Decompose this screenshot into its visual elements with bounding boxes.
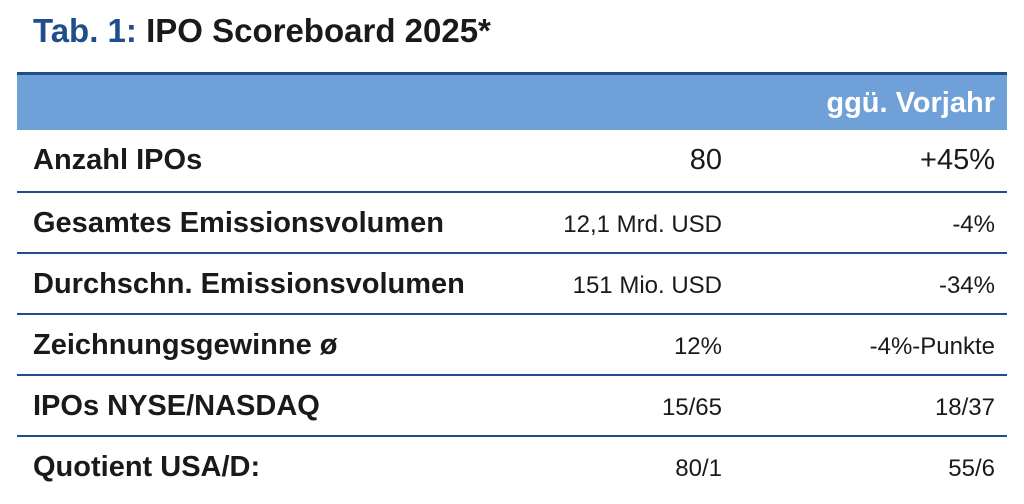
row-change: 55/6 xyxy=(948,455,995,482)
row-value: 12% xyxy=(673,333,722,360)
row-label: Anzahl IPOs xyxy=(33,144,203,176)
row-change: -4% xyxy=(952,211,995,238)
column-header: ggü. Vorjahr xyxy=(826,87,995,119)
row-value: 151 Mio. USD xyxy=(572,272,722,299)
title-label: Tab. 1: xyxy=(33,12,137,49)
row-value: 80 xyxy=(689,144,722,176)
row-label: Gesamtes Emissionsvolumen xyxy=(33,207,444,239)
row-label: Zeichnungsgewinne ø xyxy=(33,329,338,361)
table-row: Gesamtes Emissionsvolumen 12,1 Mrd. USD -4… xyxy=(17,191,1007,252)
header-band: ggü. Vorjahr xyxy=(17,72,1007,130)
row-label: Durchschn. Emissionsvolumen xyxy=(33,268,465,300)
row-change: +45% xyxy=(920,144,995,176)
table-row: IPOs NYSE/NASDAQ 15/65 18/37 xyxy=(17,374,1007,435)
table-row: Anzahl IPOs 80 +45% xyxy=(17,130,1007,191)
row-label: Quotient USA/D: xyxy=(33,451,261,483)
table-row: Quotient USA/D: 80/1 55/6 xyxy=(17,435,1007,496)
row-change: -4%-Punkte xyxy=(869,333,995,360)
row-value: 15/65 xyxy=(661,394,722,421)
row-value: 80/1 xyxy=(675,455,722,482)
row-change: 18/37 xyxy=(934,394,995,421)
table-title: Tab. 1: IPO Scoreboard 2025* xyxy=(33,12,491,50)
title-text: IPO Scoreboard 2025* xyxy=(146,12,491,49)
row-change: -34% xyxy=(938,272,995,299)
row-label: IPOs NYSE/NASDAQ xyxy=(33,390,320,422)
table-row: Durchschn. Emissionsvolumen 151 Mio. USD -… xyxy=(17,252,1007,313)
table-row: Zeichnungsgewinne ø 12% -4%-Punkte xyxy=(17,313,1007,374)
row-value: 12,1 Mrd. USD xyxy=(563,211,722,238)
